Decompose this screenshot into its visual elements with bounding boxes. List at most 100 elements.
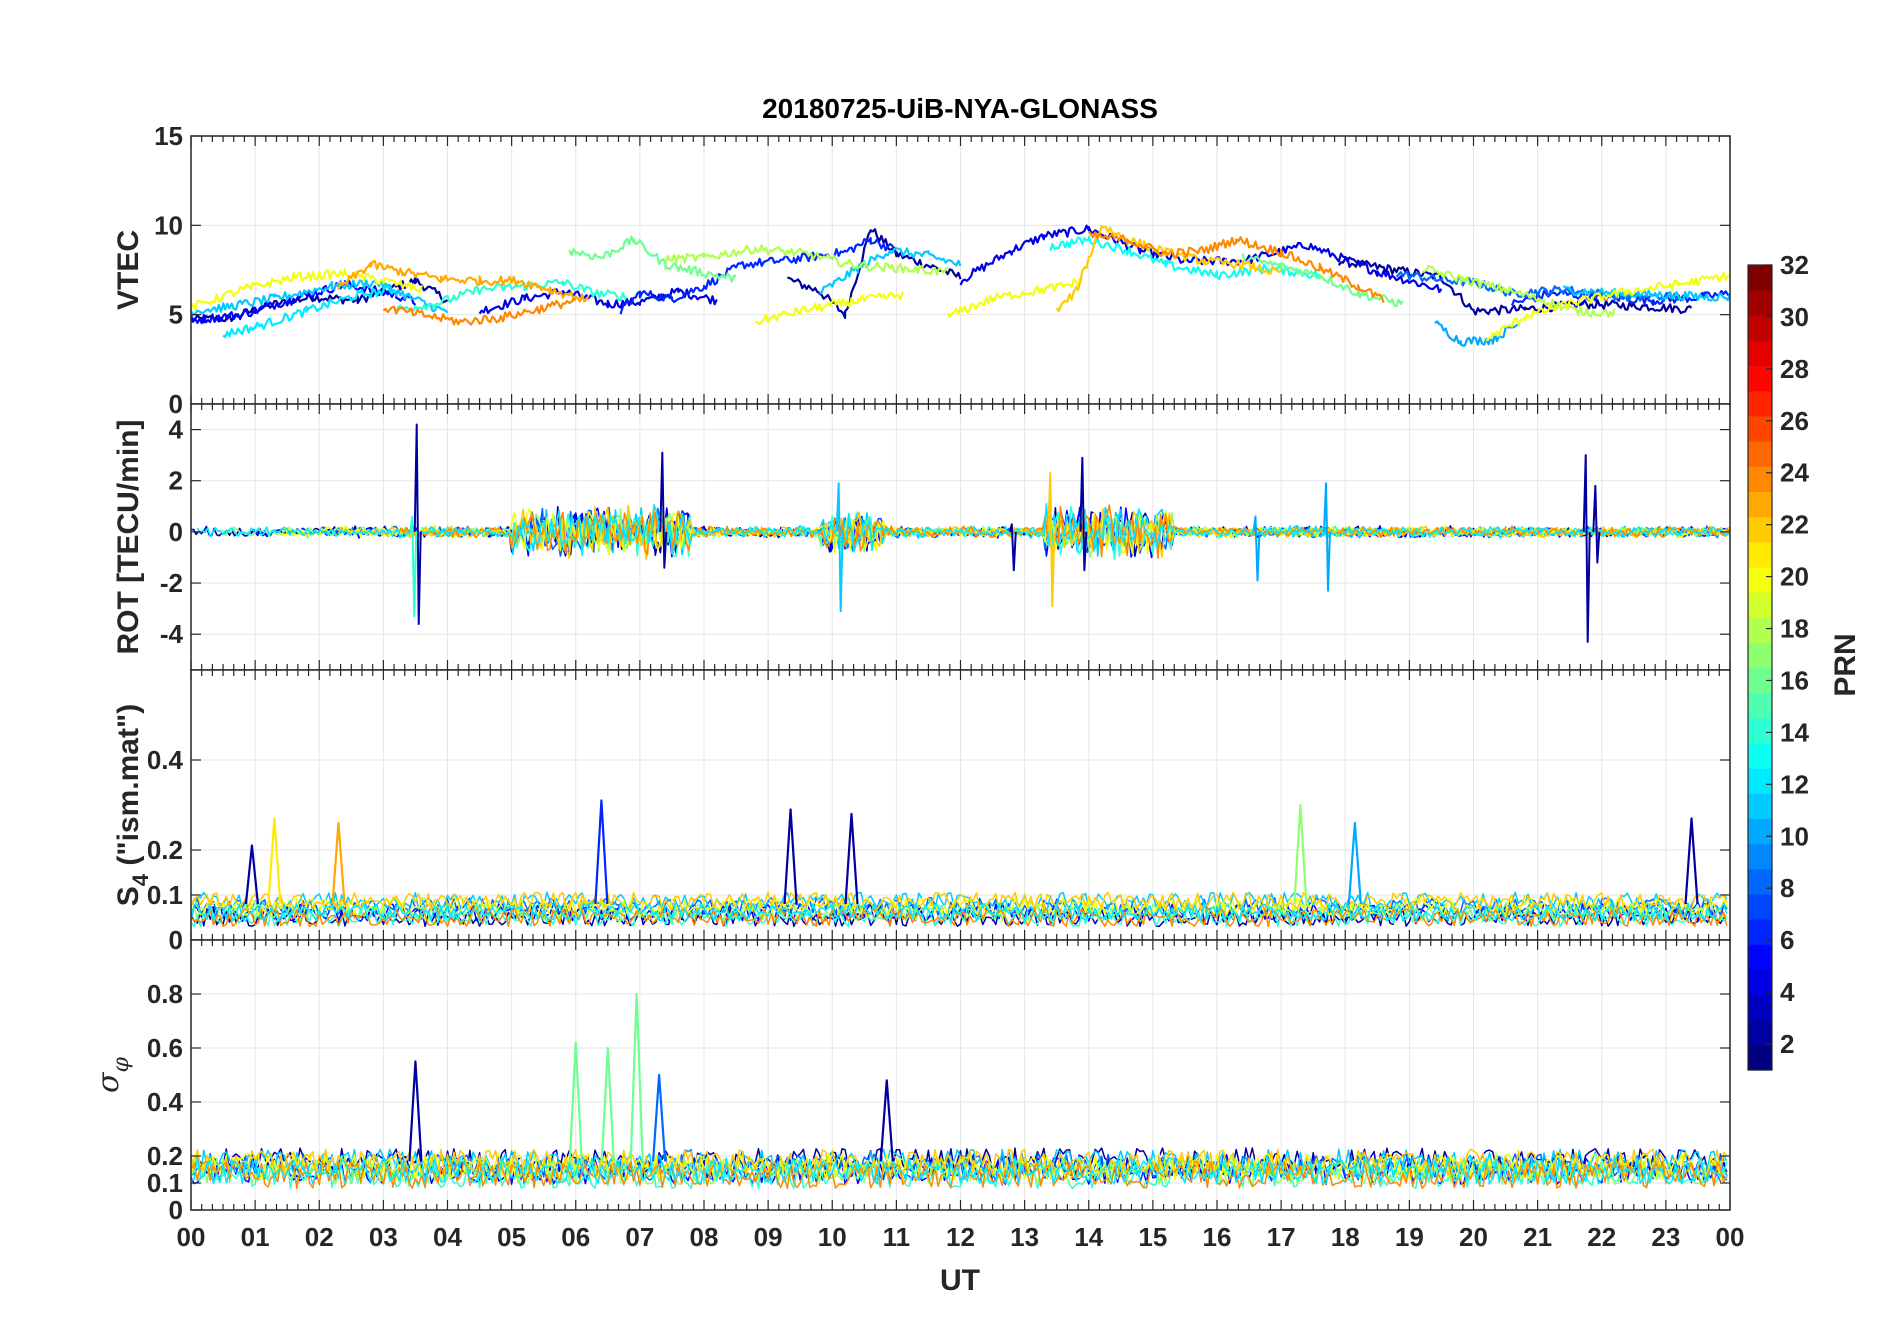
rot-spike-prn-2 bbox=[413, 423, 422, 625]
rot-spike-prn-2 bbox=[1008, 523, 1017, 572]
y-tick-label: -2 bbox=[160, 568, 183, 598]
x-tick-label: 10 bbox=[818, 1222, 847, 1252]
y-tick-label: 0.8 bbox=[147, 979, 183, 1009]
s4-peak-prn-2 bbox=[844, 812, 859, 905]
colorbar-swatch bbox=[1748, 516, 1772, 543]
vtec-series-prn-16 bbox=[568, 235, 737, 283]
colorbar-swatch bbox=[1748, 592, 1772, 618]
vtec-series-prn-12 bbox=[222, 285, 397, 339]
colorbar-swatch bbox=[1748, 491, 1772, 518]
y-tick-label: 10 bbox=[154, 210, 183, 240]
vtec-series-prn-24 bbox=[382, 297, 577, 326]
colorbar-tick-label: 18 bbox=[1780, 614, 1809, 644]
y-tick-label: 2 bbox=[169, 466, 183, 496]
y-axis-label-rot: ROT [TECU/min] bbox=[112, 420, 145, 655]
colorbar-swatch bbox=[1748, 868, 1772, 895]
colorbar-swatch bbox=[1748, 944, 1772, 970]
colorbar-swatch bbox=[1748, 541, 1772, 568]
vtec-series-prn-11 bbox=[1562, 285, 1732, 302]
colorbar-tick-label: 32 bbox=[1780, 250, 1809, 280]
y-tick-label: 15 bbox=[154, 121, 183, 151]
x-tick-label: 15 bbox=[1138, 1222, 1167, 1252]
rot-spike-prn-10 bbox=[1252, 515, 1261, 582]
vtec-series-prn-18 bbox=[664, 244, 949, 276]
y-tick-label: 4 bbox=[169, 415, 184, 445]
ticks-vtec bbox=[190, 136, 1731, 404]
colorbar-tick-label: 2 bbox=[1780, 1029, 1794, 1059]
colorbar-swatch bbox=[1748, 1044, 1772, 1071]
y-tick-label: 0 bbox=[169, 517, 183, 547]
vtec-series-prn-2 bbox=[787, 228, 962, 319]
colorbar-tick-label: 6 bbox=[1780, 925, 1794, 955]
colorbar-tick-label: 20 bbox=[1780, 562, 1809, 592]
colorbar-tick-label: 16 bbox=[1780, 665, 1809, 695]
x-tick-label: 00 bbox=[177, 1222, 206, 1252]
vtec-series-prn-16 bbox=[1241, 253, 1404, 307]
colorbar-swatch bbox=[1748, 466, 1772, 493]
rot-spike-prn-2 bbox=[1079, 456, 1088, 572]
rot-spike-prn-14 bbox=[409, 515, 418, 618]
y-tick-label: 0.1 bbox=[147, 1168, 183, 1198]
colorbar-swatch bbox=[1748, 893, 1772, 920]
s4-series-prn-2 bbox=[190, 907, 1728, 928]
colorbar-tick-label: 28 bbox=[1780, 354, 1809, 384]
colorbar-label: PRN bbox=[1829, 633, 1862, 696]
ticks-s4 bbox=[190, 670, 1731, 940]
colorbar-swatch bbox=[1748, 566, 1772, 593]
colorbar-swatch bbox=[1748, 994, 1772, 1021]
x-tick-label: 13 bbox=[1010, 1222, 1039, 1252]
colorbar-swatch bbox=[1748, 843, 1772, 870]
x-tick-label: 20 bbox=[1459, 1222, 1488, 1252]
vtec-series-prn-2 bbox=[1337, 257, 1693, 316]
colorbar-swatch bbox=[1748, 315, 1772, 342]
y-axis-label-vtec: VTEC bbox=[112, 230, 145, 310]
ticks-rot bbox=[190, 404, 1731, 670]
s4-series-prn-11 bbox=[190, 891, 1728, 911]
x-tick-label: 18 bbox=[1331, 1222, 1360, 1252]
vtec-series-prn-18 bbox=[1421, 264, 1616, 318]
colorbar-tick-label: 24 bbox=[1780, 458, 1809, 488]
vtec-series-prn-4 bbox=[478, 287, 718, 315]
y-tick-label: 0 bbox=[169, 389, 183, 419]
sigma_phi-series-prn-22 bbox=[190, 1148, 1728, 1177]
y-tick-label: 0 bbox=[169, 925, 183, 955]
s4-peak-prn-23 bbox=[331, 821, 346, 905]
colorbar-tick-label: 12 bbox=[1780, 769, 1809, 799]
sigma_phi-peak-prn-8 bbox=[652, 1073, 667, 1162]
y-tick-label: 0.4 bbox=[147, 745, 184, 775]
vtec-series-prn-11 bbox=[189, 278, 449, 317]
sigma_phi-series-prn-12 bbox=[190, 1156, 1728, 1185]
rot-spike-prn-11 bbox=[835, 482, 844, 613]
rot-series-prn-12 bbox=[196, 502, 1729, 557]
colorbar-swatch bbox=[1748, 265, 1772, 291]
colorbar-tick-label: 8 bbox=[1780, 873, 1794, 903]
sigma_phi-peak-prn-16 bbox=[600, 1046, 615, 1162]
y-tick-label: 0.6 bbox=[147, 1033, 183, 1063]
colorbar-swatch bbox=[1748, 969, 1772, 996]
s4-peak-prn-17 bbox=[1293, 803, 1308, 905]
ticks-sigma_phi bbox=[190, 940, 1731, 1210]
y-axis-label-s4: S4 ("ism.mat") bbox=[112, 704, 153, 906]
colorbar-tick-label: 4 bbox=[1780, 977, 1795, 1007]
sigma_phi-peak-prn-16 bbox=[629, 992, 644, 1162]
vtec-series-prn-20 bbox=[755, 291, 904, 326]
x-tick-label: 00 bbox=[1716, 1222, 1745, 1252]
rot-spike-prn-22 bbox=[1047, 472, 1056, 608]
y-tick-label: 0.1 bbox=[147, 880, 183, 910]
x-tick-label: 17 bbox=[1267, 1222, 1296, 1252]
x-tick-label: 12 bbox=[946, 1222, 975, 1252]
colorbar: 32 30 28 26 24 22 20 18 16 14 12 10 8 6 4 2 bbox=[1747, 250, 1809, 1071]
colorbar-frame bbox=[1747, 264, 1773, 1071]
x-tick-label: 14 bbox=[1074, 1222, 1103, 1252]
panel-s4: 0.4 0.2 0.1 0 S4 ("ism.mat") bbox=[112, 669, 1731, 955]
colorbar-swatch bbox=[1748, 742, 1772, 769]
colorbar-swatch bbox=[1748, 1019, 1772, 1046]
panel-sigma_phi: 0.8 0.6 0.4 0.20.10 σφ 00 01 02 03 04 05 06 07 08 09 10… bbox=[91, 939, 1745, 1252]
x-tick-label: 07 bbox=[625, 1222, 654, 1252]
chart-title: 20180725-UiB-NYA-GLONASS bbox=[762, 93, 1158, 124]
colorbar-swatch bbox=[1748, 642, 1772, 669]
colorbar-swatch bbox=[1748, 365, 1772, 392]
x-tick-label: 21 bbox=[1523, 1222, 1552, 1252]
